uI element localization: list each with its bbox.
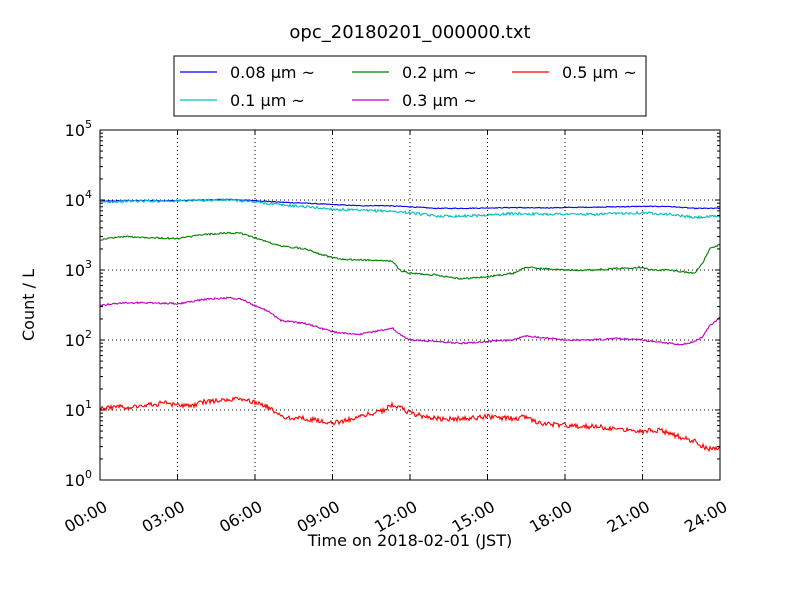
series-line bbox=[100, 197, 720, 220]
legend-label: 0.1 μm ~ bbox=[230, 91, 305, 110]
legend-label: 0.5 μm ~ bbox=[562, 63, 637, 82]
legend-label: 0.08 μm ~ bbox=[230, 63, 315, 82]
y-tick-label: 100 bbox=[65, 468, 92, 490]
grid-lines bbox=[100, 130, 720, 480]
series-line bbox=[100, 231, 720, 280]
series-line bbox=[100, 396, 720, 453]
y-axis-label: Count / L bbox=[19, 269, 38, 341]
y-tick-label: 104 bbox=[65, 188, 92, 210]
legend-label: 0.2 μm ~ bbox=[402, 63, 477, 82]
chart-title: opc_20180201_000000.txt bbox=[289, 22, 530, 43]
series-line bbox=[100, 198, 720, 210]
series-layer bbox=[100, 197, 720, 453]
y-axis-ticks: 100 101 102 103 104 105 bbox=[65, 118, 720, 490]
x-axis-label: Time on 2018-02-01 (JST) bbox=[307, 531, 512, 550]
y-tick-label: 105 bbox=[65, 118, 92, 140]
y-tick-label: 103 bbox=[65, 258, 92, 280]
y-tick-label: 102 bbox=[65, 328, 92, 350]
legend-label: 0.3 μm ~ bbox=[402, 91, 477, 110]
y-tick-label: 101 bbox=[65, 398, 92, 420]
legend: 0.08 μm ~ 0.1 μm ~ 0.2 μm ~ 0.3 μm ~ 0.5 μm … bbox=[173, 55, 647, 117]
series-line bbox=[100, 296, 720, 346]
